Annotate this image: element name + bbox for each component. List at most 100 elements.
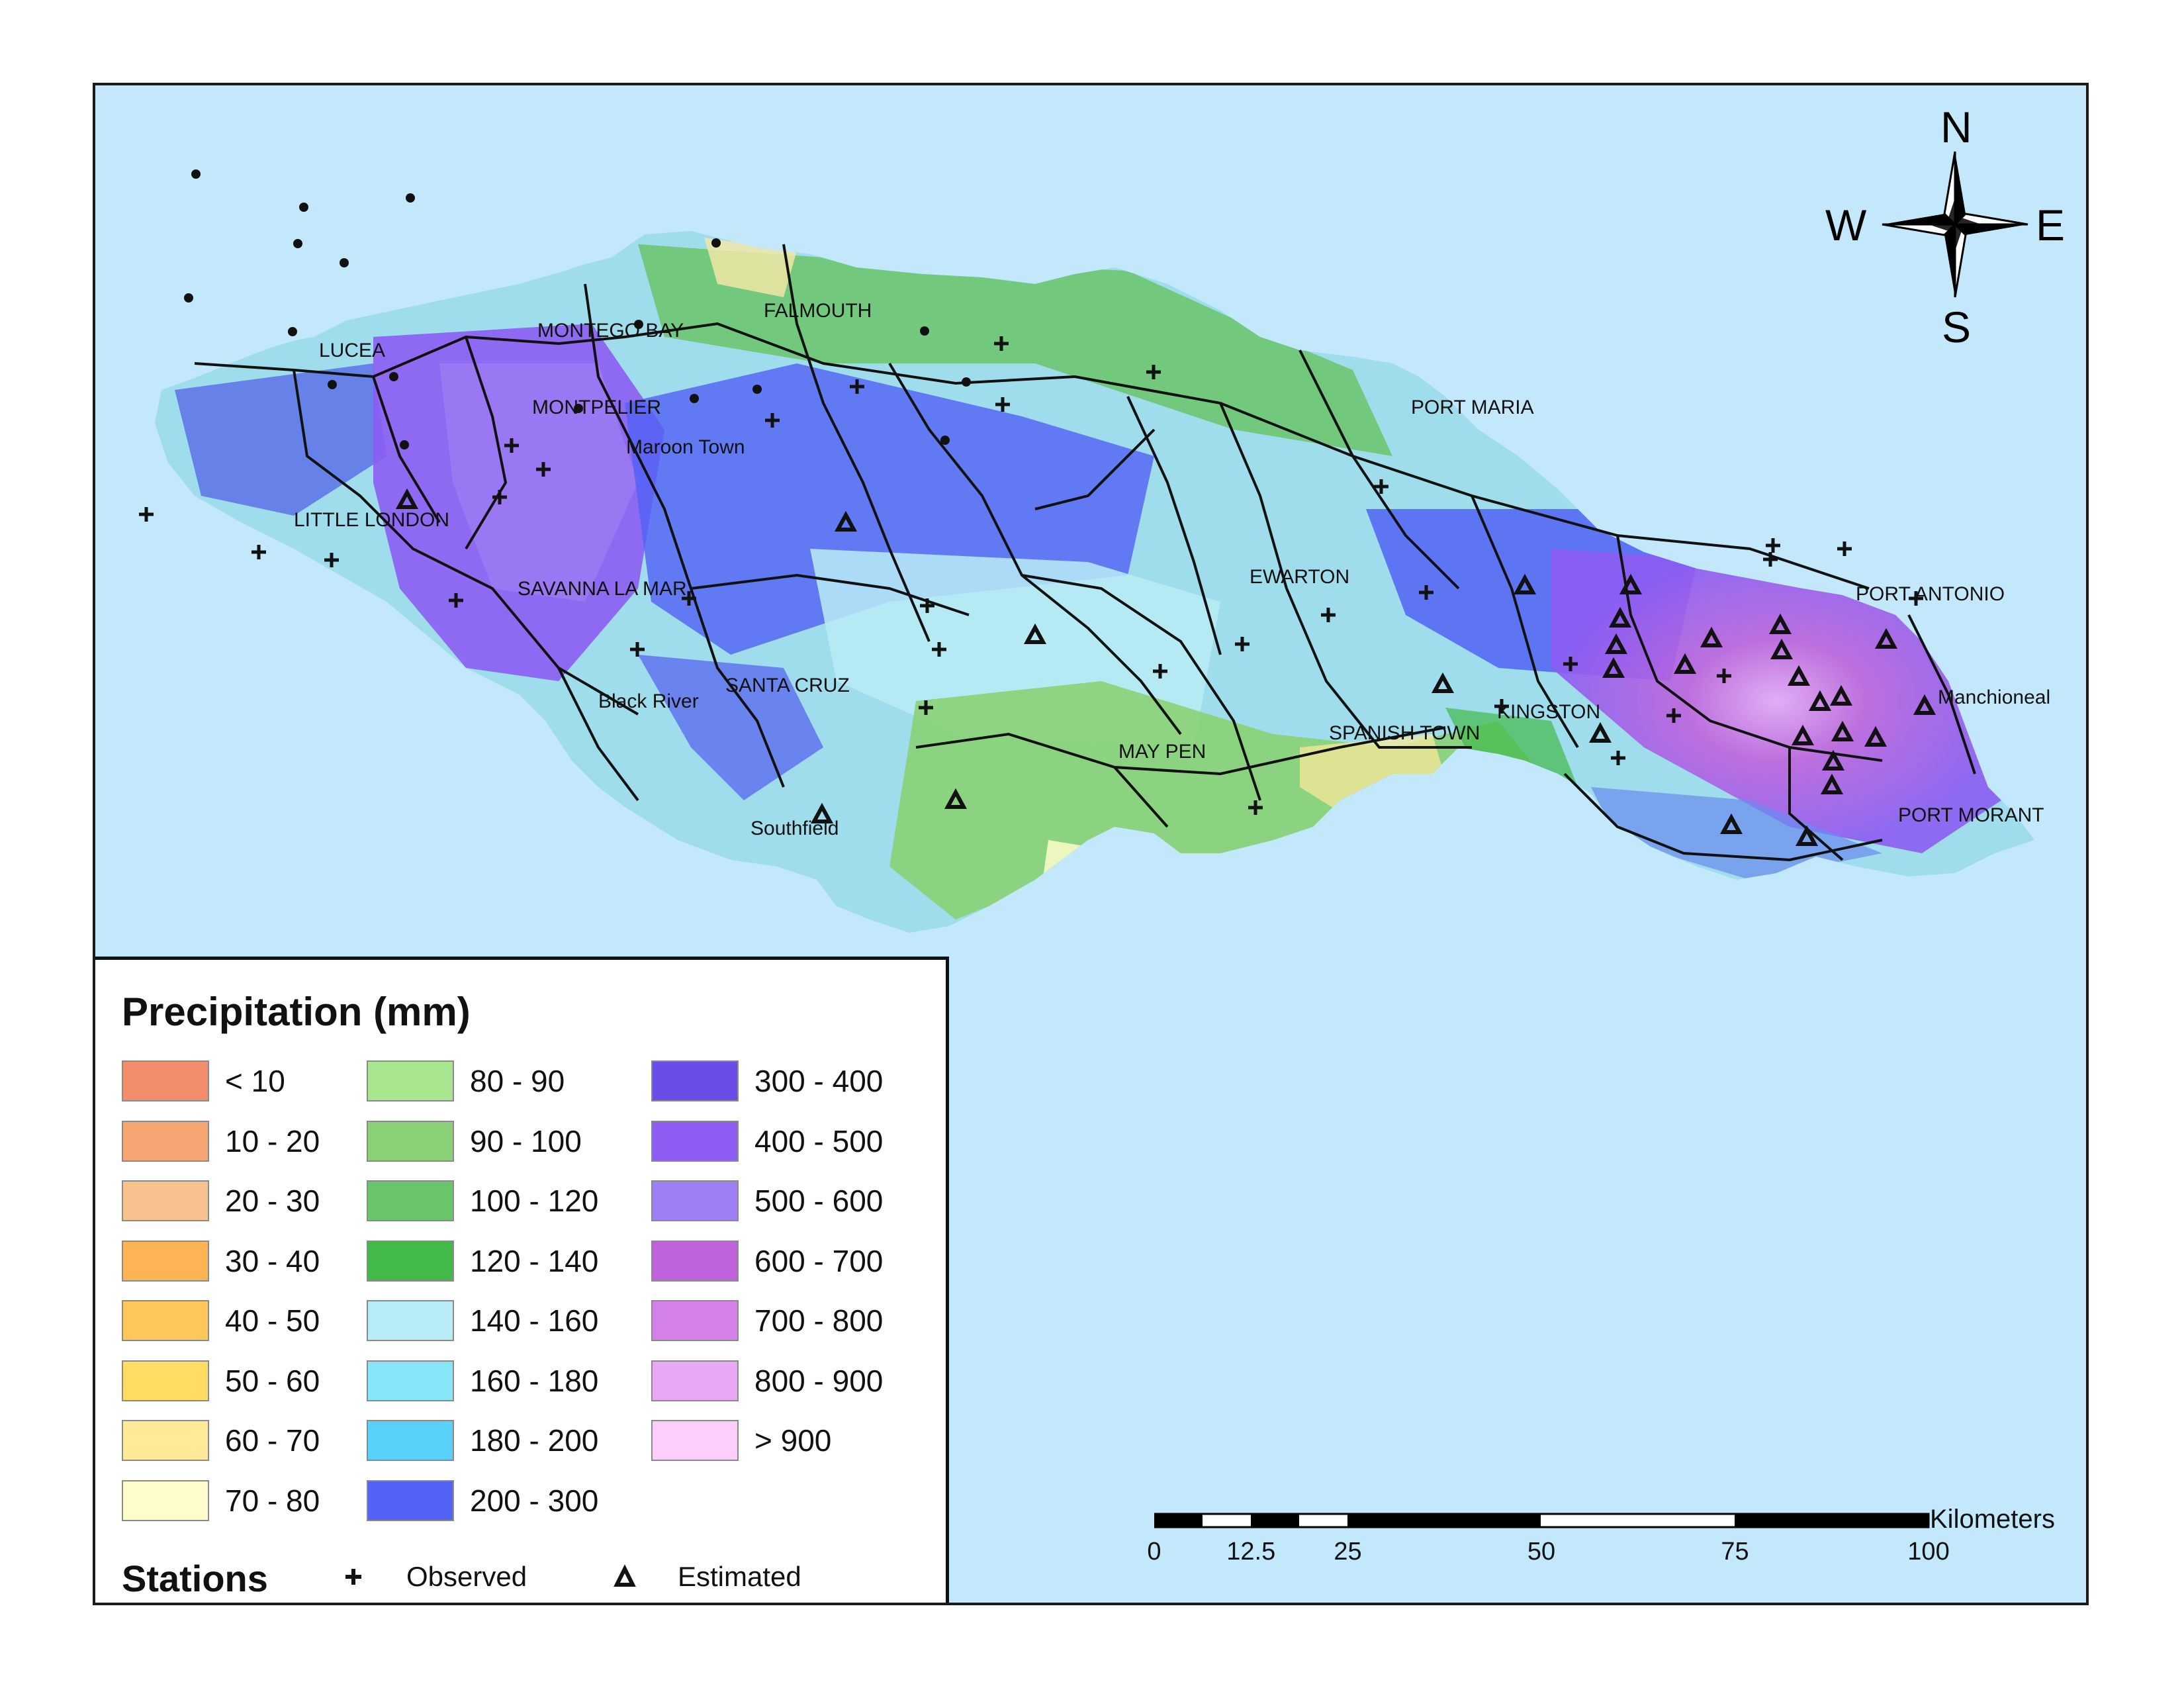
legend-class-item: 140 - 160: [367, 1299, 598, 1342]
legend-class-label: 160 - 180: [470, 1363, 599, 1398]
observed-station: [1374, 479, 1388, 494]
observed-station: [492, 490, 507, 504]
estimated-station: [1864, 726, 1888, 747]
legend-swatch: [122, 1300, 209, 1341]
observed-station: [1563, 657, 1578, 671]
place-label-kingston: KINGSTON: [1497, 701, 1600, 723]
observed-station: [1909, 591, 1923, 606]
zone-south-dry-plains: [1035, 840, 1128, 933]
legend-class-item: 200 - 300: [367, 1479, 598, 1523]
scale-tick-label: 0: [1147, 1538, 1161, 1566]
legend-class-label: 20 - 30: [225, 1184, 320, 1218]
legend-swatch: [122, 1240, 209, 1282]
legend-class-item: 80 - 90: [367, 1059, 565, 1103]
estimated-station: [1808, 690, 1832, 711]
observed-station: [1763, 552, 1778, 567]
legend-class-item: 600 - 700: [651, 1239, 883, 1283]
estimated-station: [810, 802, 834, 823]
place-label-black-river: Black River: [598, 690, 699, 712]
estimated-station: [834, 510, 858, 532]
legend-title: Precipitation (mm): [122, 990, 471, 1034]
estimated-station: [1719, 813, 1743, 834]
observed-station: [1146, 365, 1161, 379]
observed-station: [1419, 585, 1433, 600]
north-arrow: N S E W: [1825, 103, 2065, 352]
legend-observed: Observed: [340, 1557, 527, 1597]
town-dot-port-antonio: [920, 326, 929, 336]
legend-swatch: [651, 1420, 739, 1461]
legend-swatch: [367, 1060, 454, 1102]
legend-swatch: [651, 1180, 739, 1221]
legend-class-item: 50 - 60: [122, 1359, 320, 1403]
scale-bar: Kilometers 0 12.5 25 50 75 100: [1147, 1505, 2055, 1570]
estimated-station: [1608, 606, 1632, 628]
observed-station: [1235, 637, 1250, 651]
town-dot-port-morant: [940, 436, 950, 445]
legend-swatch: [367, 1300, 454, 1341]
estimated-station: [1431, 672, 1455, 693]
observed-station: [324, 553, 339, 567]
estimated-station: [1795, 825, 1819, 846]
legend-class-label: 50 - 60: [225, 1363, 320, 1398]
observed-station: [1666, 708, 1681, 723]
legend-class-label: 90 - 100: [470, 1123, 582, 1158]
scale-tick-label: 75: [1721, 1538, 1749, 1566]
legend-class-label: 200 - 300: [470, 1483, 599, 1518]
place-label-manchioneal: Manchioneal: [1938, 686, 2050, 708]
legend-swatch: [367, 1420, 454, 1461]
legend-swatch: [122, 1479, 209, 1521]
stations-title: Stations: [122, 1558, 268, 1599]
place-label-montego-bay: MONTEGO BAY: [537, 320, 684, 342]
road-network: [194, 244, 1976, 862]
legend-swatch: [367, 1479, 454, 1521]
estimated-station: [1787, 665, 1811, 686]
legend-class-label: 100 - 120: [470, 1184, 599, 1218]
town-dot-falmouth: [406, 193, 415, 203]
legend-class-label: 140 - 160: [470, 1303, 599, 1338]
scale-tick-label: 25: [1334, 1538, 1362, 1566]
legend-class-item: > 900: [651, 1419, 831, 1462]
legend-swatch: [122, 1180, 209, 1221]
town-dot-may-pen: [574, 404, 583, 413]
estimated-station: [1913, 694, 1936, 715]
legend-swatch: [122, 1060, 209, 1102]
estimated-station: [1023, 623, 1047, 644]
compass-south: S: [1942, 303, 1971, 352]
place-label-port-antonio: PORT ANTONIO: [1856, 583, 2005, 605]
estimated-station: [1768, 613, 1792, 634]
legend-observed-label: Observed: [406, 1561, 527, 1592]
observed-station: [850, 379, 864, 394]
legend-class-item: 120 - 140: [367, 1239, 598, 1283]
scale-tick-label: 12.5: [1226, 1538, 1276, 1566]
legend-class-label: 600 - 700: [754, 1243, 884, 1278]
legend-swatch: [651, 1360, 739, 1401]
estimated-station: [1791, 724, 1815, 745]
estimated-station: [1874, 628, 1898, 649]
legend-class-item: 40 - 50: [122, 1299, 320, 1342]
legend-estimated: Estimated: [612, 1557, 801, 1597]
observed-station: [504, 438, 519, 453]
place-label-lucea: LUCEA: [319, 340, 385, 361]
town-dot-montego-bay: [299, 203, 308, 212]
legend-class-item: 800 - 900: [651, 1359, 883, 1403]
observed-station: [449, 593, 463, 608]
legend-class-label: 500 - 600: [754, 1184, 884, 1218]
place-label-santa-cruz: SANTA CRUZ: [725, 675, 850, 696]
zone-west-violet-core: [439, 363, 638, 602]
scale-unit: Kilometers: [1930, 1505, 2055, 1534]
legend-estimated-label: Estimated: [678, 1561, 801, 1592]
observed-station: [1321, 608, 1336, 622]
observed-station: [630, 642, 645, 657]
observed-station: [1766, 538, 1780, 553]
legend-swatch: [367, 1360, 454, 1401]
town-dot-lucea: [191, 169, 201, 179]
estimated-station: [1700, 626, 1723, 647]
legend-class-item: 90 - 100: [367, 1119, 582, 1163]
estimated-station: [1604, 633, 1628, 654]
legend-class-item: 400 - 500: [651, 1119, 883, 1163]
legend-class-label: 800 - 900: [754, 1363, 884, 1398]
legend-class-label: 300 - 400: [754, 1064, 884, 1098]
triangle-icon: [614, 1564, 636, 1587]
estimated-station: [1820, 773, 1844, 794]
town-dot-kingston: [752, 385, 762, 394]
